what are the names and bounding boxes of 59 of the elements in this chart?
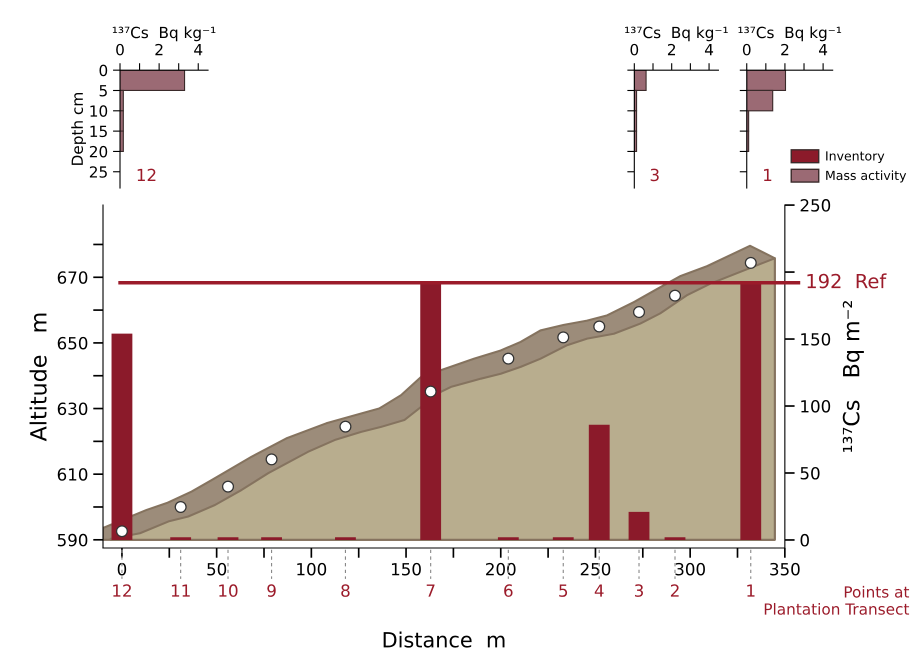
x-tick-label: 0 bbox=[118, 562, 126, 576]
x2-axis-title: Points at Plantation Transect bbox=[764, 586, 910, 615]
y-tick-label: 5 bbox=[100, 85, 107, 97]
x-tick-label: 0 bbox=[630, 44, 638, 56]
y-tick-label: 670 bbox=[58, 271, 88, 284]
y-tick-label: 630 bbox=[58, 402, 88, 416]
x-tick-label: 350 bbox=[770, 562, 800, 576]
x-axis-title: Distance m bbox=[384, 631, 504, 648]
annotation: 11 bbox=[172, 584, 190, 597]
y-axis-title: Depth cm bbox=[71, 93, 86, 165]
annotation: 7 bbox=[426, 584, 435, 597]
y-tick-label: 610 bbox=[58, 468, 88, 481]
annotation: 12 bbox=[113, 584, 131, 597]
x-tick-label: 4 bbox=[704, 44, 714, 56]
x-axis-title: ¹³⁷Cs Bq kg⁻¹ bbox=[738, 26, 842, 42]
y-tick-label: 0 bbox=[99, 64, 108, 76]
x-tick-label: 0 bbox=[116, 44, 124, 56]
y2-tick-label: 150 bbox=[801, 333, 830, 346]
annotation: 1 bbox=[747, 584, 755, 597]
annotation: 3 bbox=[650, 168, 659, 182]
legend-label: Inventory bbox=[826, 151, 884, 164]
x-tick-label: 50 bbox=[207, 562, 226, 576]
y-tick-label: 10 bbox=[90, 105, 108, 117]
x-tick-label: 4 bbox=[818, 44, 828, 56]
annotation: 4 bbox=[594, 584, 604, 597]
y-tick-label: 590 bbox=[58, 534, 88, 546]
ref-line-label: 192 Ref bbox=[807, 273, 887, 288]
x-tick-label: 300 bbox=[676, 562, 705, 576]
annotation: 8 bbox=[341, 584, 350, 597]
annotation: 1 bbox=[764, 168, 772, 182]
annotation: 6 bbox=[504, 584, 513, 597]
y-tick-label: 20 bbox=[90, 146, 108, 158]
y-tick-label: 650 bbox=[58, 336, 88, 350]
legend-label: Mass activity bbox=[826, 170, 906, 183]
annotation: 12 bbox=[138, 168, 156, 182]
annotation: 3 bbox=[634, 584, 643, 597]
x-tick-label: 200 bbox=[486, 562, 516, 576]
x-tick-label: 2 bbox=[668, 44, 676, 56]
x-tick-label: 2 bbox=[155, 44, 162, 56]
y-tick-label: 25 bbox=[90, 166, 107, 178]
x-tick-label: 150 bbox=[392, 562, 421, 576]
x-tick-label: 4 bbox=[194, 44, 202, 56]
x-tick-label: 100 bbox=[297, 562, 326, 576]
y2-tick-label: 250 bbox=[800, 199, 830, 212]
y-tick-label: 15 bbox=[90, 126, 107, 138]
y2-tick-label: 100 bbox=[801, 400, 830, 413]
y2-tick-label: 50 bbox=[800, 466, 820, 480]
annotation: 9 bbox=[267, 584, 276, 597]
x-axis-title: ¹³⁷Cs Bq kg⁻¹ bbox=[625, 26, 728, 42]
y2-tick-label: 0 bbox=[800, 534, 809, 547]
x-axis-title: ¹³⁷Cs Bq kg⁻¹ bbox=[112, 26, 216, 42]
x-tick-label: 2 bbox=[781, 44, 788, 56]
y2-axis-title: ¹³⁷Cs Bq m⁻² bbox=[842, 301, 864, 452]
annotation: 5 bbox=[559, 584, 568, 597]
annotation: 10 bbox=[219, 584, 238, 597]
x-tick-label: 250 bbox=[580, 562, 610, 576]
x-tick-label: 0 bbox=[742, 44, 751, 56]
y-axis-title: Altitude m bbox=[30, 314, 47, 442]
annotation: 2 bbox=[670, 584, 679, 597]
